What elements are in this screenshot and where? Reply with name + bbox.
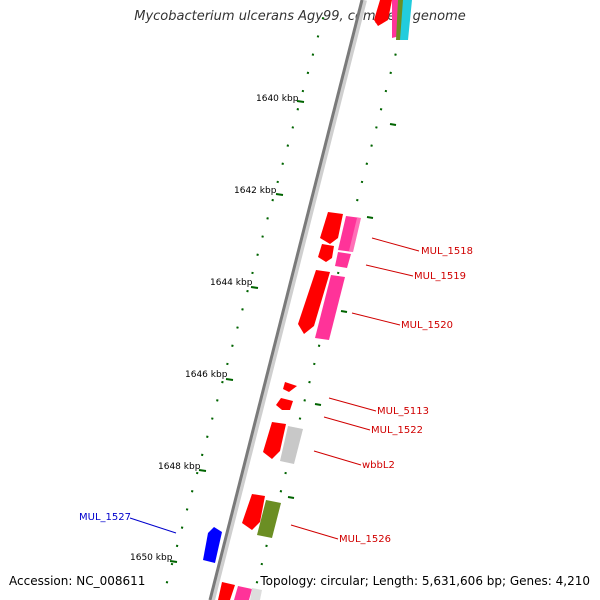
scale-label-1642: 1642 kbp [234, 186, 284, 196]
minor-tick [279, 490, 283, 493]
scale-label-1648: 1648 kbp [158, 462, 207, 472]
minor-tick [221, 380, 224, 384]
gene-label-wbbl2[interactable]: wbbL2 [362, 460, 395, 471]
minor-tick [266, 217, 269, 220]
minor-tick [394, 53, 397, 56]
minor-tick [175, 544, 179, 548]
minor-tick [316, 35, 320, 38]
minor-tick [301, 89, 305, 93]
minor-tick [291, 126, 295, 129]
gene-label-mul-1519[interactable]: MUL_1519 [414, 271, 466, 282]
topology-text: Topology: circular; Length: 5,631,606 bp… [260, 574, 590, 588]
minor-tick [308, 380, 311, 384]
minor-tick [313, 362, 316, 366]
feature-mul-1520[interactable] [298, 270, 345, 340]
feature-wbbl2[interactable] [263, 422, 303, 464]
minor-tick [265, 544, 268, 548]
minor-tick [195, 471, 199, 475]
svg-text:1650 kbp: 1650 kbp [130, 553, 173, 563]
minor-tick [370, 144, 373, 147]
svg-text:1642 kbp: 1642 kbp [234, 186, 277, 196]
minor-tick [311, 53, 315, 56]
top-feature-group [374, 0, 412, 40]
minor-tick [256, 253, 259, 256]
minor-tick [231, 344, 234, 347]
minor-tick [251, 271, 254, 275]
minor-tick [375, 126, 378, 129]
minor-tick [180, 526, 184, 529]
minor-tick [200, 453, 204, 457]
accession-text: Accession: NC_008611 [9, 574, 146, 588]
minor-tick [216, 399, 219, 402]
minor-tick [284, 471, 287, 475]
gene-label-mul-1518[interactable]: MUL_1518 [421, 246, 473, 257]
minor-tick [246, 289, 249, 293]
minor-tick [379, 108, 383, 111]
backbone-line [208, 0, 364, 600]
svg-text:1648 kbp: 1648 kbp [158, 462, 201, 472]
minor-tick [236, 326, 239, 329]
minor-tick [286, 144, 290, 147]
minor-tick [365, 162, 369, 165]
minor-tick [255, 581, 259, 584]
feature-mul-5113[interactable] [283, 382, 297, 392]
feature-mul-1522[interactable] [276, 398, 293, 410]
outer-tick-ring [165, 17, 325, 584]
minor-tick [241, 308, 244, 311]
minor-tick [170, 562, 174, 566]
minor-tick [261, 235, 264, 238]
gene-label-mul-1526[interactable]: MUL_1526 [339, 534, 391, 545]
gene-label-mul-5113[interactable]: MUL_5113 [377, 406, 429, 417]
minor-tick [211, 417, 214, 420]
minor-tick [303, 399, 306, 402]
minor-tick [317, 344, 321, 347]
minor-tick [384, 89, 388, 93]
minor-tick [356, 198, 359, 202]
bottom-feature-group [218, 582, 262, 600]
minor-tick [165, 581, 169, 584]
scale-label-1644: 1644 kbp [210, 278, 259, 289]
gene-label-mul-1520[interactable]: MUL_1520 [401, 320, 453, 331]
minor-tick [321, 17, 325, 20]
gene-label-mul-1527[interactable]: MUL_1527 [79, 512, 131, 523]
minor-tick [360, 180, 364, 184]
svg-text:1640 kbp: 1640 kbp [256, 94, 299, 104]
feature-mul-1526[interactable] [242, 494, 281, 538]
minor-tick [281, 162, 284, 165]
minor-tick [298, 417, 302, 420]
minor-tick [296, 108, 300, 111]
svg-text:1644 kbp: 1644 kbp [210, 278, 253, 288]
svg-text:1646 kbp: 1646 kbp [185, 370, 228, 380]
minor-tick [389, 71, 392, 75]
feature-mul-1519[interactable] [318, 244, 351, 268]
scale-label-1640: 1640 kbp [256, 94, 305, 104]
minor-tick [276, 180, 279, 184]
scale-label-1646: 1646 kbp [185, 370, 234, 381]
backbone-shadow [209, 0, 367, 600]
minor-tick [206, 435, 209, 438]
minor-tick [185, 508, 189, 511]
feature-mul-1527[interactable] [203, 527, 222, 563]
minor-tick [260, 562, 264, 566]
gene-label-mul-1522[interactable]: MUL_1522 [371, 425, 423, 436]
minor-tick [226, 362, 229, 366]
feature-mul-1518[interactable] [320, 212, 361, 252]
minor-tick [306, 71, 310, 75]
minor-tick [271, 198, 274, 202]
scale-label-1650: 1650 kbp [130, 553, 178, 563]
gene-callouts [129, 237, 420, 540]
minor-tick [336, 271, 340, 275]
minor-tick [190, 490, 194, 493]
